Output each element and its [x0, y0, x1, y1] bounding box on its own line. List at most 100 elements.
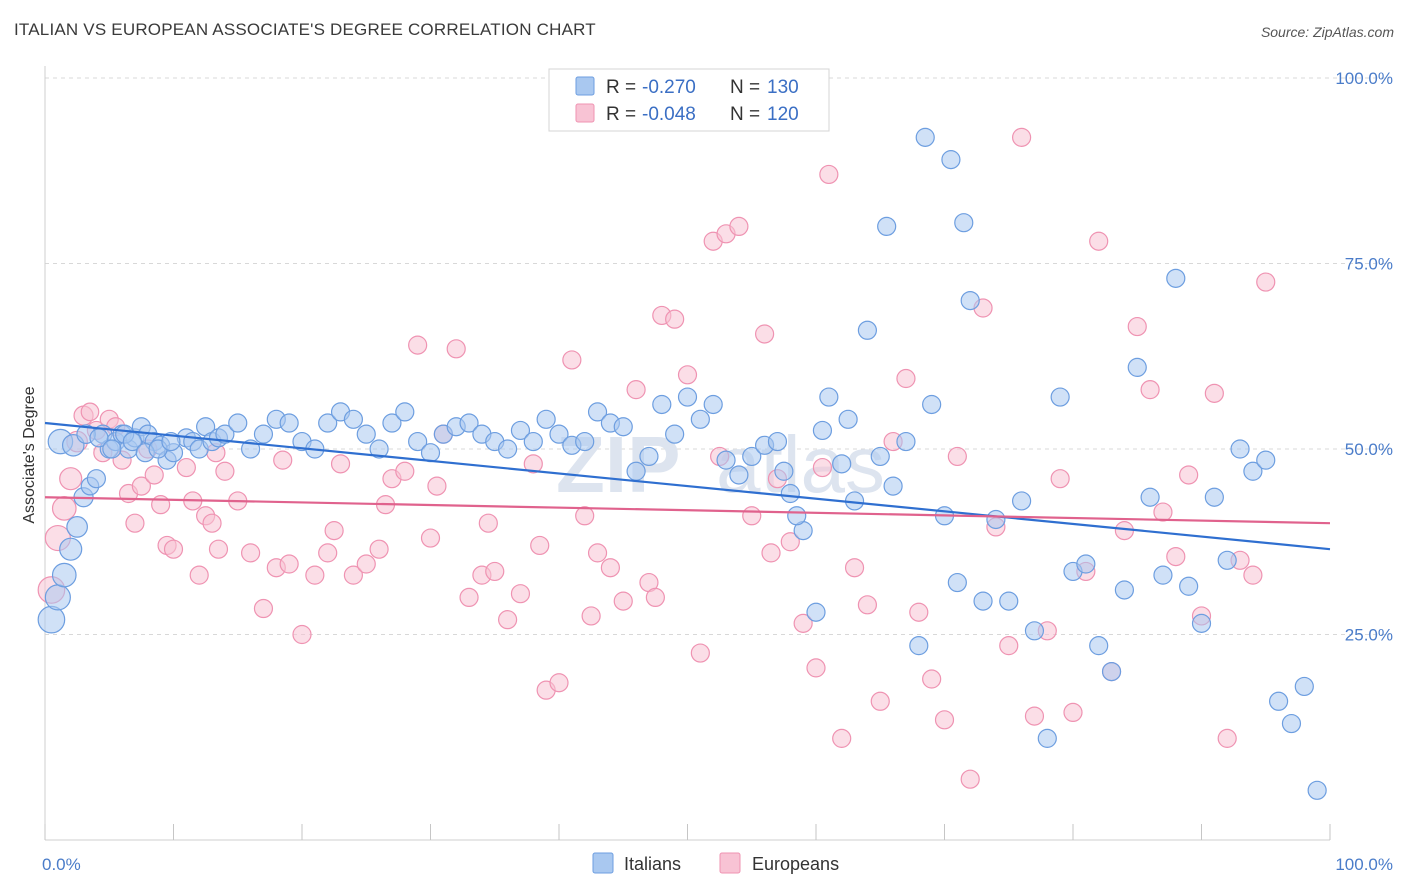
legend-n-label-europeans: N =: [730, 104, 760, 125]
chart-title: ITALIAN VS EUROPEAN ASSOCIATE'S DEGREE C…: [14, 20, 596, 39]
europeans-point-13: [125, 513, 145, 533]
europeans-point-24: [202, 513, 222, 533]
italians-point-52: [549, 424, 569, 444]
italians-point-2: [51, 562, 77, 588]
europeans-point-87: [999, 636, 1019, 656]
europeans-point-104: [1217, 728, 1237, 748]
europeans-point-77: [870, 691, 890, 711]
italians-point-100: [1166, 268, 1186, 288]
y-tick-label-75: 75.0%: [1345, 255, 1393, 274]
italians-points: [37, 127, 1327, 800]
italians-point-119: [954, 213, 974, 233]
italians-point-74: [832, 454, 852, 474]
europeans-point-83: [947, 446, 967, 467]
top-legend: R = -0.270 N = 130 R = -0.048 N = 120: [548, 68, 830, 132]
europeans-point-118: [761, 543, 781, 563]
europeans-point-70: [780, 532, 800, 552]
europeans-point-52: [549, 673, 569, 693]
europeans-point-50: [523, 454, 543, 474]
europeans-point-22: [189, 565, 209, 585]
europeans-point-110: [324, 521, 344, 541]
europeans-point-73: [819, 164, 839, 185]
italians-point-96: [1114, 580, 1135, 600]
europeans-point-113: [478, 513, 498, 533]
italians-point-39: [382, 413, 402, 433]
italians-point-37: [356, 424, 376, 444]
italians-point-111: [1307, 780, 1327, 800]
europeans-point-101: [1179, 465, 1199, 485]
legend-r-value-italians: -0.270: [642, 77, 696, 98]
europeans-point-116: [645, 587, 665, 608]
italians-point-55: [587, 402, 608, 422]
legend-swatch-italians: [575, 76, 595, 96]
italians-point-116: [877, 216, 897, 236]
italians-point-94: [1089, 636, 1109, 656]
italians-point-60: [652, 394, 672, 415]
y-axis-title: Associate's Degree: [21, 386, 38, 523]
bottom-legend: Italians Europeans: [592, 852, 839, 874]
europeans-point-88: [1011, 127, 1032, 147]
italians-point-70: [780, 483, 800, 504]
italians-point-69: [767, 431, 788, 452]
europeans-point-6: [80, 402, 100, 422]
italians-point-1: [44, 584, 71, 611]
legend-box: [548, 68, 830, 132]
europeans-point-36: [343, 565, 363, 585]
italians-point-51: [536, 409, 556, 429]
axes: 25.0% 50.0% 75.0% 100.0% 0.0% 100.0% Associate…: [21, 66, 1393, 874]
italians-point-62: [677, 387, 698, 407]
italians-point-34: [318, 413, 338, 433]
europeans-point-67: [742, 506, 762, 526]
europeans-point-37: [356, 554, 376, 574]
italians-point-59: [639, 446, 659, 467]
y-tick-label-25: 25.0%: [1345, 626, 1393, 645]
italians-point-41: [408, 431, 428, 452]
europeans-point-32: [292, 624, 312, 645]
europeans-point-81: [922, 669, 942, 689]
bottom-legend-swatch-italians: [592, 852, 614, 874]
europeans-point-53: [562, 350, 582, 370]
italians-point-106: [1243, 461, 1263, 481]
europeans-point-47: [485, 561, 505, 582]
italians-point-76: [857, 320, 878, 340]
italians-point-115: [838, 409, 858, 429]
italians-point-58: [626, 461, 646, 481]
italians-point-26: [215, 424, 235, 444]
italians-point-102: [1191, 613, 1212, 633]
italians-point-48: [498, 439, 518, 459]
europeans-point-84: [960, 769, 980, 789]
y-tick-label-50: 50.0%: [1345, 440, 1393, 459]
europeans-point-42: [420, 528, 441, 548]
italians-point-67: [742, 446, 762, 467]
italians-point-45: [459, 413, 479, 433]
italians-point-79: [896, 431, 916, 452]
italians-point-91: [1050, 387, 1070, 407]
bottom-legend-swatch-europeans: [719, 852, 741, 874]
europeans-point-71: [793, 613, 813, 633]
italians-point-118: [941, 150, 961, 170]
italians-point-77: [870, 446, 890, 467]
italians-point-49: [510, 420, 531, 441]
europeans-point-103: [1204, 383, 1224, 403]
italians-point-57: [613, 417, 633, 437]
europeans-point-61: [665, 309, 685, 329]
europeans-point-107: [1256, 272, 1276, 292]
italians-point-50: [523, 431, 543, 452]
legend-swatch-europeans: [575, 103, 595, 123]
europeans-point-34: [318, 543, 338, 563]
europeans-point-114: [530, 535, 550, 556]
europeans-point-28: [241, 543, 261, 563]
europeans-point-66: [729, 216, 749, 236]
europeans-point-33: [305, 565, 325, 585]
italians-point-85: [973, 591, 993, 611]
legend-r-value-europeans: -0.048: [642, 104, 696, 125]
europeans-point-97: [1127, 316, 1147, 337]
europeans-trend-line: [44, 496, 1331, 525]
europeans-point-19: [163, 539, 184, 559]
legend-r-label-europeans: R =: [606, 104, 636, 125]
y-tick-label-100: 100.0%: [1335, 69, 1393, 88]
italians-point-112: [774, 461, 794, 481]
europeans-point-26: [215, 461, 235, 481]
europeans-point-35: [330, 454, 351, 474]
italians-point-64: [703, 394, 723, 415]
